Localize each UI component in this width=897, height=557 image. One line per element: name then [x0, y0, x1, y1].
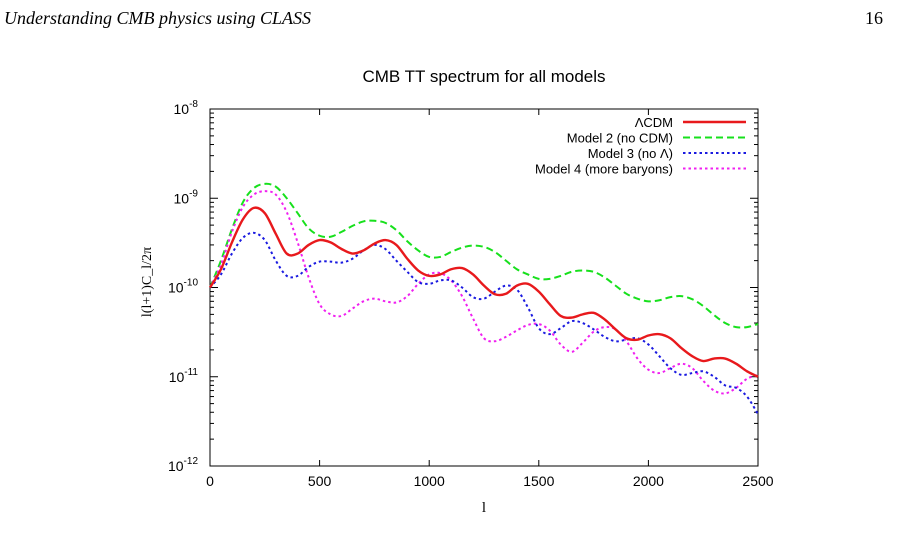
y-axis-label: l(l+1)C_l/2π	[140, 247, 155, 317]
series-line-3	[209, 231, 759, 415]
y-tick-exponent: -11	[184, 367, 198, 378]
y-tick-base: 10	[174, 190, 190, 206]
y-tick-exponent: -10	[184, 278, 199, 289]
y-tick-label: 10-9	[174, 188, 199, 206]
series-line-1	[208, 206, 759, 378]
x-axis-label: l	[482, 500, 486, 516]
legend-label-3: Model 3 (no Λ)	[588, 146, 673, 161]
y-tick-label: 10-12	[168, 456, 198, 474]
plot-border	[209, 108, 759, 467]
legend-label-1: ΛCDM	[635, 115, 673, 130]
y-tick-base: 10	[169, 369, 185, 385]
series-line-4	[209, 190, 759, 395]
y-tick-label: 10-11	[169, 367, 199, 385]
y-tick-base: 10	[168, 458, 184, 474]
x-tick-label: 0	[206, 473, 214, 489]
series-layer	[208, 182, 759, 415]
series-line-2	[209, 182, 759, 329]
legend-label-4: Model 4 (more baryons)	[535, 162, 673, 177]
x-tick-label: 1000	[414, 473, 445, 489]
running-head: Understanding CMB physics using CLASS 16	[0, 0, 897, 40]
y-tick-exponent: -12	[184, 456, 199, 467]
page-number: 16	[865, 8, 883, 28]
y-tick-label: 10-10	[168, 278, 198, 296]
legend-label-2: Model 2 (no CDM)	[567, 131, 673, 146]
x-tick-label: 500	[308, 473, 332, 489]
y-tick-base: 10	[168, 280, 184, 296]
x-tick-label: 2000	[633, 473, 664, 489]
running-title: Understanding CMB physics using CLASS	[4, 8, 312, 28]
axis-ticks: 0 500 1000 1500 2000 250010-1210-1110-1010-91…	[168, 99, 774, 489]
y-tick-base: 10	[174, 101, 190, 117]
y-tick-exponent: -8	[189, 99, 198, 110]
plot-frame	[209, 108, 759, 467]
y-tick-label: 10-8	[174, 99, 199, 117]
y-tick-exponent: -9	[189, 188, 198, 199]
x-tick-label: 1500	[523, 473, 554, 489]
chart-title: CMB TT spectrum for all models	[362, 67, 605, 86]
x-tick-label: 2500	[742, 473, 773, 489]
